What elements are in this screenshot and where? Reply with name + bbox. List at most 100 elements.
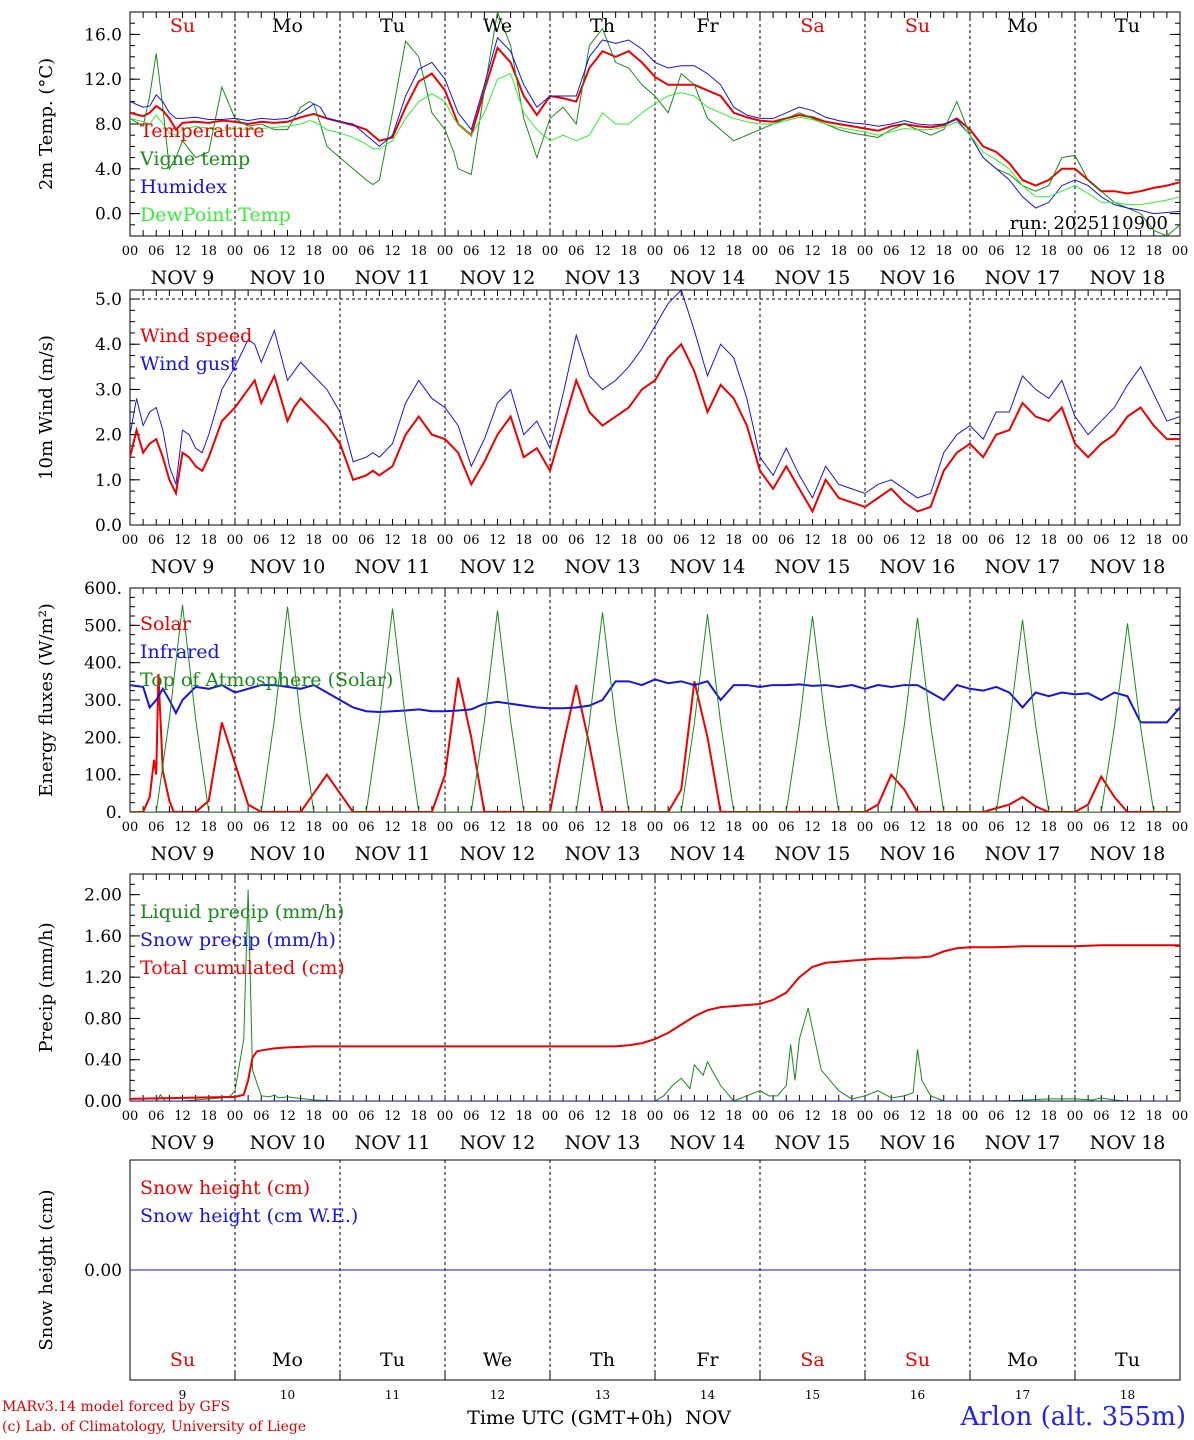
date-label: NOV 16 (880, 843, 956, 865)
hour-label: 06 (148, 1109, 165, 1124)
hour-label: 18 (830, 244, 847, 259)
panel-frame-temperature (129, 11, 1181, 237)
hour-label: 06 (778, 820, 795, 835)
y-tick-label: 200. (84, 728, 122, 748)
hour-label: 18 (1145, 820, 1162, 835)
day-name: Mo (272, 1349, 303, 1371)
hour-label: 00 (227, 1109, 244, 1124)
y-axis-label: 2m Temp. (°C) (36, 58, 57, 190)
hour-label: 18 (1145, 533, 1162, 548)
hour-label: 00 (647, 1109, 664, 1124)
day-number: 15 (805, 1388, 820, 1402)
day-number: 11 (385, 1388, 400, 1402)
hour-label: 18 (305, 1109, 322, 1124)
date-label: NOV 18 (1090, 843, 1166, 865)
date-label: NOV 16 (880, 267, 956, 289)
hour-label: 00 (647, 533, 664, 548)
hour-label: 18 (515, 820, 532, 835)
hour-label: 06 (883, 244, 900, 259)
day-number: 9 (179, 1388, 187, 1402)
day-name: Mo (1007, 1349, 1038, 1371)
hour-label: 18 (1145, 244, 1162, 259)
hour-label: 12 (1119, 533, 1136, 548)
hour-label: 12 (279, 244, 296, 259)
date-label: NOV 12 (460, 1132, 536, 1154)
hour-label: 12 (804, 244, 821, 259)
hour-label: 00 (1172, 820, 1189, 835)
hour-label: 18 (620, 1109, 637, 1124)
date-label: NOV 11 (355, 843, 431, 865)
hour-label: 06 (883, 1109, 900, 1124)
hour-label: 12 (909, 1109, 926, 1124)
hour-label: 00 (1067, 820, 1084, 835)
hour-label: 12 (699, 820, 716, 835)
series-line-temperature-1 (130, 12, 1180, 236)
y-tick-label: 500. (84, 616, 122, 636)
day-name: Mo (1007, 15, 1038, 37)
hour-label: 12 (384, 244, 401, 259)
hour-label: 12 (1119, 820, 1136, 835)
y-axis-label: Snow height (cm) (36, 1189, 57, 1350)
hour-label: 00 (962, 533, 979, 548)
hour-label: 12 (594, 1109, 611, 1124)
hour-label: 18 (830, 820, 847, 835)
hour-label: 12 (489, 820, 506, 835)
legend-entry: Vigne temp (139, 148, 250, 170)
y-tick-label: 4.0 (95, 160, 122, 180)
hour-label: 00 (647, 244, 664, 259)
hour-label: 00 (332, 820, 349, 835)
hour-label: 18 (515, 533, 532, 548)
hour-label: 00 (962, 820, 979, 835)
legend-entry: Humidex (140, 176, 227, 198)
hour-label: 12 (384, 1109, 401, 1124)
hour-label: 12 (1014, 244, 1031, 259)
y-tick-label: 4.0 (95, 335, 122, 355)
hour-label: 12 (594, 820, 611, 835)
legend-entry: Solar (140, 613, 192, 635)
hour-label: 18 (725, 820, 742, 835)
hour-label: 06 (568, 244, 585, 259)
date-label: NOV 10 (250, 267, 326, 289)
hour-label: 00 (227, 533, 244, 548)
date-label: NOV 12 (460, 556, 536, 578)
hour-label: 18 (1040, 533, 1057, 548)
date-label: NOV 15 (775, 267, 851, 289)
hour-label: 18 (620, 244, 637, 259)
y-tick-label: 0.00 (84, 1092, 122, 1112)
hour-label: 18 (305, 820, 322, 835)
date-label: NOV 14 (670, 843, 746, 865)
date-label: NOV 10 (250, 843, 326, 865)
legend-entry: Wind gust (140, 353, 238, 375)
hour-label: 18 (830, 533, 847, 548)
date-label: NOV 14 (670, 267, 746, 289)
date-label: NOV 18 (1090, 1132, 1166, 1154)
hour-label: 18 (1040, 820, 1057, 835)
hour-label: 00 (1067, 1109, 1084, 1124)
hour-label: 12 (1119, 1109, 1136, 1124)
hour-label: 06 (148, 244, 165, 259)
run-annotation: run: 2025110900 (1010, 213, 1168, 234)
hour-label: 12 (279, 533, 296, 548)
hour-label: 12 (174, 820, 191, 835)
y-axis-label: 10m Wind (m/s) (36, 335, 57, 480)
date-label: NOV 10 (250, 1132, 326, 1154)
date-label: NOV 11 (355, 267, 431, 289)
day-name: Tu (1115, 1349, 1140, 1371)
day-name: Tu (380, 15, 405, 37)
hour-label: 06 (1093, 244, 1110, 259)
legend-entry: Snow precip (mm/h) (140, 929, 336, 951)
hour-label: 18 (935, 1109, 952, 1124)
hour-label: 00 (437, 1109, 454, 1124)
hour-label: 00 (1172, 1109, 1189, 1124)
hour-label: 00 (752, 820, 769, 835)
hour-label: 00 (542, 244, 559, 259)
day-number: 12 (490, 1388, 505, 1402)
day-name: Su (170, 15, 195, 37)
hour-label: 12 (174, 1109, 191, 1124)
hour-label: 00 (962, 1109, 979, 1124)
hour-label: 18 (725, 1109, 742, 1124)
day-number: 14 (700, 1388, 716, 1402)
hour-label: 06 (988, 820, 1005, 835)
hour-label: 00 (332, 533, 349, 548)
day-number: 18 (1120, 1388, 1135, 1402)
